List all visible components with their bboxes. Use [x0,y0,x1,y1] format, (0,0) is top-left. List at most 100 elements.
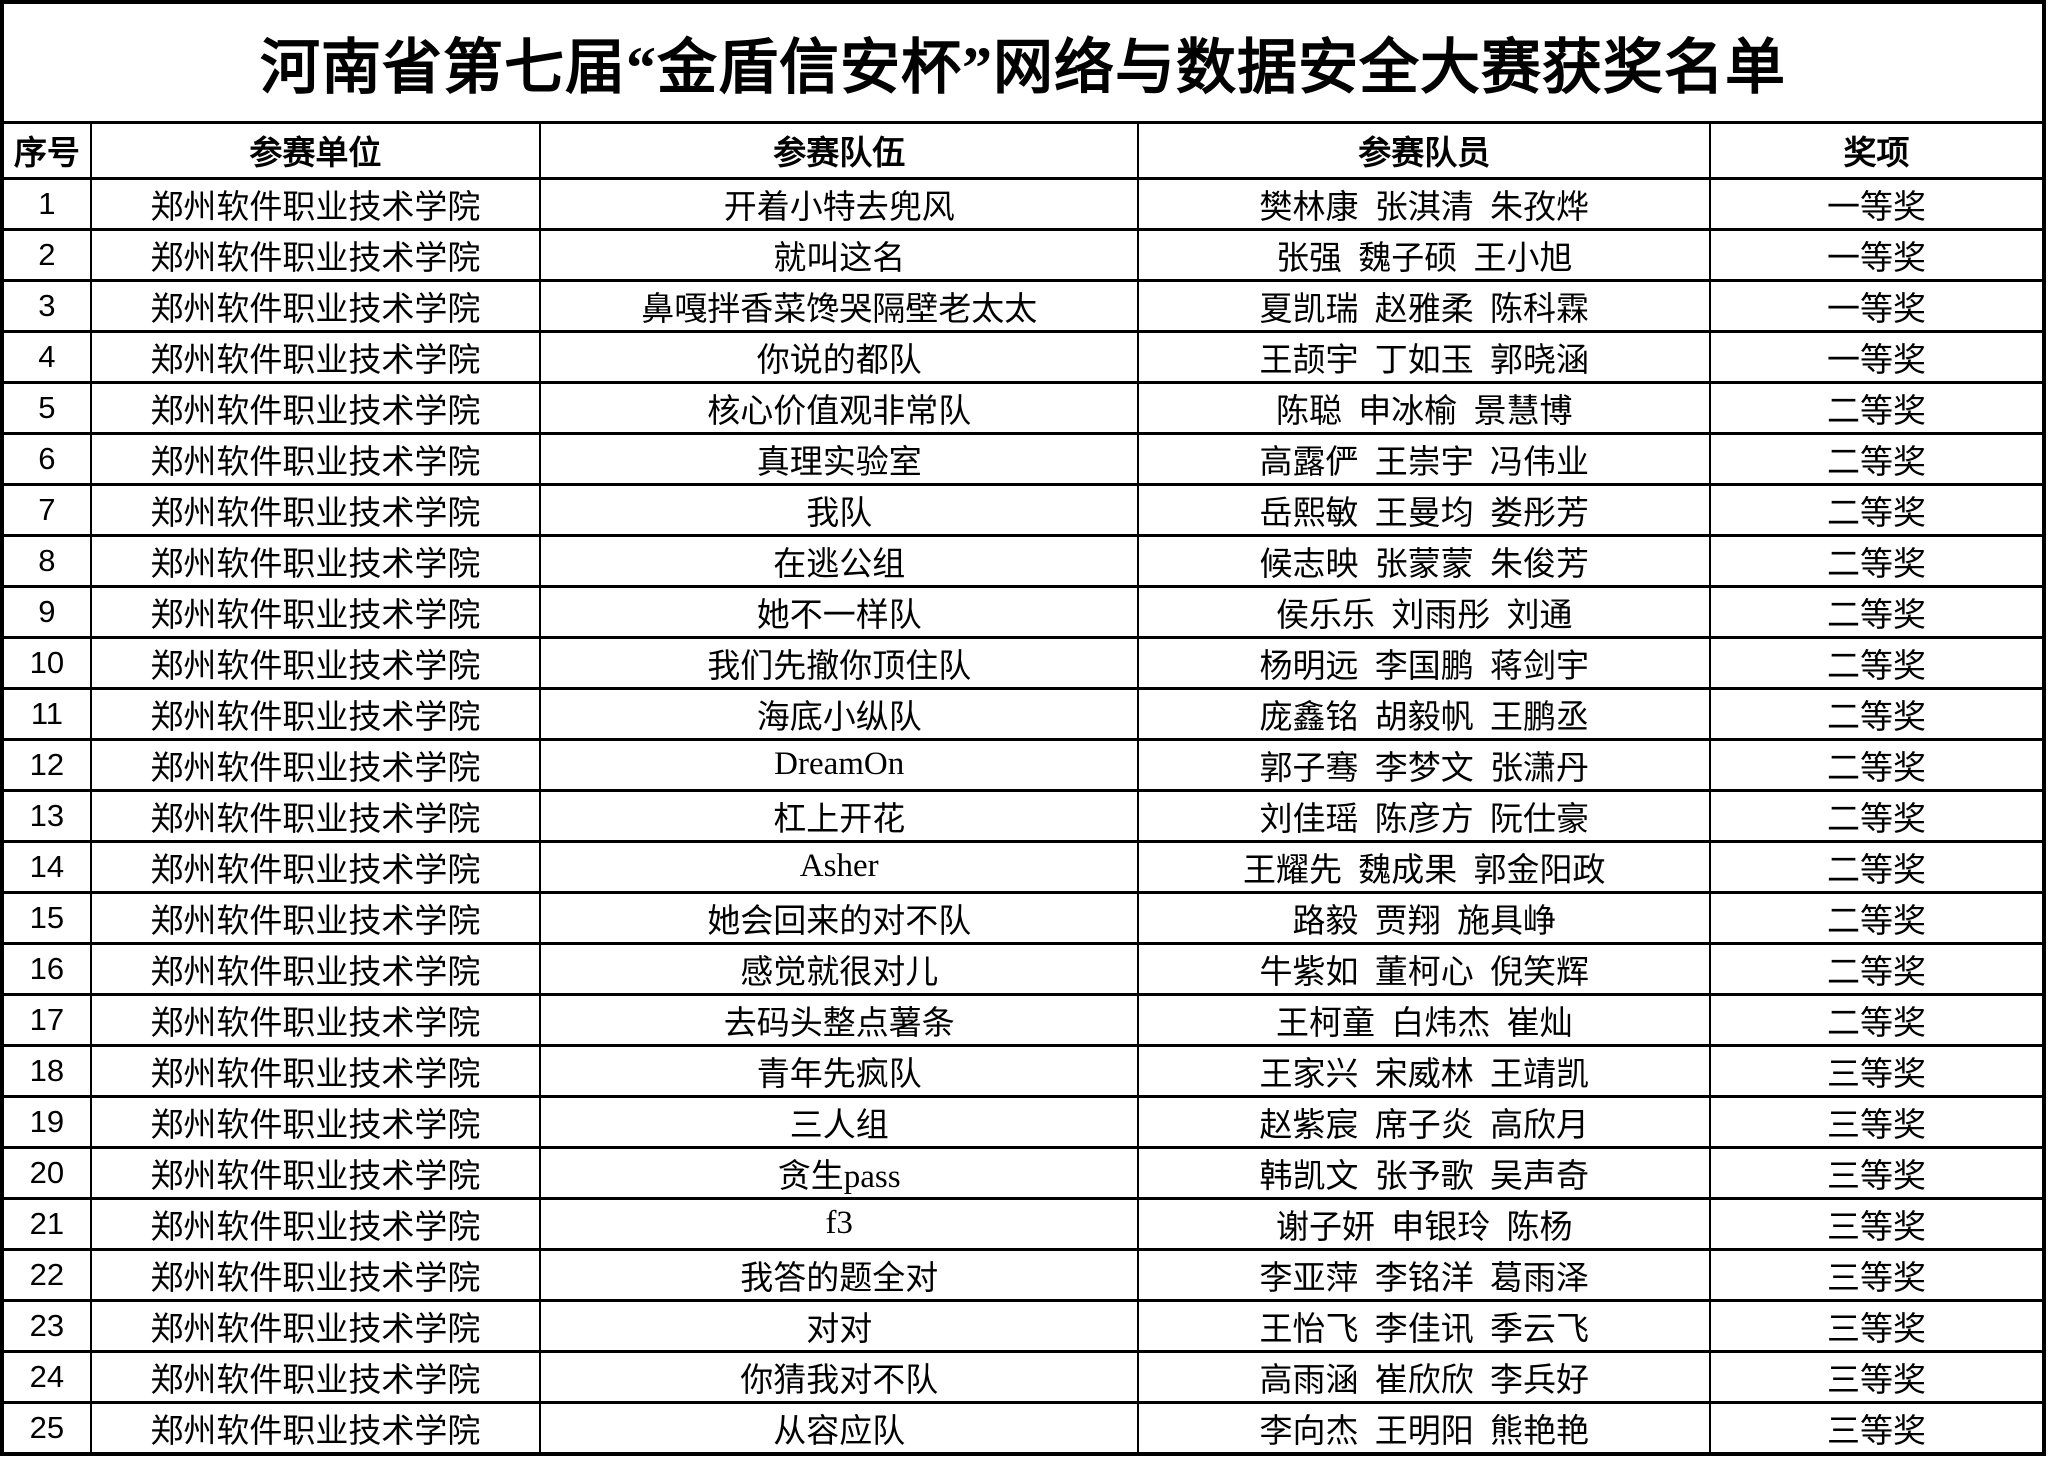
cell-team: 贪生pass [539,1145,1140,1200]
cell-award: 三等奖 [1709,1247,2045,1302]
table-row: 7 郑州软件职业技术学院 我队 岳熙敏 王曼均 娄彤芳 二等奖 [1,482,2045,537]
cell-no: 12 [1,737,92,792]
table-row: 16 郑州软件职业技术学院 感觉就很对儿 牛紫如 董柯心 倪笑辉 二等奖 [1,941,2045,996]
title-row: 河南省第七届“金盾信安杯”网络与数据安全大赛获奖名单 [1,0,2045,124]
cell-no: 21 [1,1196,92,1251]
cell-members: 刘佳瑶 陈彦方 阮仕豪 [1137,788,1712,843]
table-row: 13 郑州软件职业技术学院 杠上开花 刘佳瑶 陈彦方 阮仕豪 二等奖 [1,788,2045,843]
table-row: 6 郑州软件职业技术学院 真理实验室 高露俨 王崇宇 冯伟业 二等奖 [1,431,2045,486]
cell-members: 郭子骞 李梦文 张潇丹 [1137,737,1712,792]
cell-unit: 郑州软件职业技术学院 [89,1145,542,1200]
cell-unit: 郑州软件职业技术学院 [89,227,542,282]
cell-unit: 郑州软件职业技术学院 [89,788,542,843]
cell-team: 感觉就很对儿 [539,941,1140,996]
cell-no: 5 [1,380,92,435]
table-row: 8 郑州软件职业技术学院 在逃公组 候志映 张蒙蒙 朱俊芳 二等奖 [1,533,2045,588]
cell-no: 17 [1,992,92,1047]
table-row: 20 郑州软件职业技术学院 贪生pass 韩凯文 张予歌 吴声奇 三等奖 [1,1145,2045,1200]
cell-no: 11 [1,686,92,741]
cell-no: 15 [1,890,92,945]
cell-unit: 郑州软件职业技术学院 [89,329,542,384]
table-row: 3 郑州软件职业技术学院 鼻嘎拌香菜馋哭隔壁老太太 夏凯瑞 赵雅柔 陈科霖 一等奖 [1,278,2045,333]
cell-members: 侯乐乐 刘雨彤 刘通 [1137,584,1712,639]
cell-no: 14 [1,839,92,894]
cell-award: 三等奖 [1709,1196,2045,1251]
cell-unit: 郑州软件职业技术学院 [89,635,542,690]
cell-no: 8 [1,533,92,588]
table-body: 1 郑州软件职业技术学院 开着小特去兜风 樊林康 张淇清 朱孜烨 一等奖 2 郑州软件职业技… [1,176,2045,1455]
table-row: 11 郑州软件职业技术学院 海底小纵队 庞鑫铭 胡毅帆 王鹏丞 二等奖 [1,686,2045,741]
cell-team: 真理实验室 [539,431,1140,486]
table-row: 12 郑州软件职业技术学院 DreamOn 郭子骞 李梦文 张潇丹 二等奖 [1,737,2045,792]
cell-team: 去码头整点薯条 [539,992,1140,1047]
table-row: 14 郑州软件职业技术学院 Asher 王耀先 魏成果 郭金阳政 二等奖 [1,839,2045,894]
cell-team: DreamOn [539,737,1140,792]
table-row: 18 郑州软件职业技术学院 青年先疯队 王家兴 宋威林 王靖凯 三等奖 [1,1043,2045,1098]
cell-no: 1 [1,176,92,231]
cell-unit: 郑州软件职业技术学院 [89,1043,542,1098]
cell-award: 二等奖 [1709,431,2045,486]
cell-members: 王家兴 宋威林 王靖凯 [1137,1043,1712,1098]
cell-team: 在逃公组 [539,533,1140,588]
cell-team: 我队 [539,482,1140,537]
column-header-members: 参赛队员 [1137,120,1712,180]
cell-team: 从容应队 [539,1400,1140,1455]
cell-members: 赵紫宸 席子炎 高欣月 [1137,1094,1712,1149]
cell-team: 杠上开花 [539,788,1140,843]
cell-team: Asher [539,839,1140,894]
cell-award: 二等奖 [1709,992,2045,1047]
cell-no: 25 [1,1400,92,1455]
cell-unit: 郑州软件职业技术学院 [89,890,542,945]
cell-team: 对对 [539,1298,1140,1353]
cell-award: 三等奖 [1709,1349,2045,1404]
cell-unit: 郑州软件职业技术学院 [89,737,542,792]
cell-members: 牛紫如 董柯心 倪笑辉 [1137,941,1712,996]
cell-unit: 郑州软件职业技术学院 [89,686,542,741]
cell-unit: 郑州软件职业技术学院 [89,839,542,894]
cell-award: 二等奖 [1709,584,2045,639]
cell-members: 庞鑫铭 胡毅帆 王鹏丞 [1137,686,1712,741]
cell-team: 我们先撤你顶住队 [539,635,1140,690]
cell-members: 高露俨 王崇宇 冯伟业 [1137,431,1712,486]
cell-award: 二等奖 [1709,941,2045,996]
cell-team: 你猜我对不队 [539,1349,1140,1404]
cell-award: 一等奖 [1709,227,2045,282]
page-title: 河南省第七届“金盾信安杯”网络与数据安全大赛获奖名单 [1,0,2045,124]
cell-team: 三人组 [539,1094,1140,1149]
cell-unit: 郑州软件职业技术学院 [89,533,542,588]
cell-no: 23 [1,1298,92,1353]
cell-no: 19 [1,1094,92,1149]
cell-unit: 郑州软件职业技术学院 [89,1196,542,1251]
cell-no: 6 [1,431,92,486]
cell-team: 就叫这名 [539,227,1140,282]
cell-members: 夏凯瑞 赵雅柔 陈科霖 [1137,278,1712,333]
cell-unit: 郑州软件职业技术学院 [89,584,542,639]
cell-members: 候志映 张蒙蒙 朱俊芳 [1137,533,1712,588]
cell-award: 三等奖 [1709,1043,2045,1098]
cell-award: 二等奖 [1709,788,2045,843]
cell-unit: 郑州软件职业技术学院 [89,992,542,1047]
cell-no: 2 [1,227,92,282]
cell-team: 她不一样队 [539,584,1140,639]
table-row: 9 郑州软件职业技术学院 她不一样队 侯乐乐 刘雨彤 刘通 二等奖 [1,584,2045,639]
cell-team: 海底小纵队 [539,686,1140,741]
cell-no: 24 [1,1349,92,1404]
cell-award: 三等奖 [1709,1145,2045,1200]
cell-members: 张强 魏子硕 王小旭 [1137,227,1712,282]
cell-award: 二等奖 [1709,686,2045,741]
column-header-award: 奖项 [1709,120,2045,180]
cell-members: 王怡飞 李佳讯 季云飞 [1137,1298,1712,1353]
cell-award: 三等奖 [1709,1400,2045,1455]
column-header-unit: 参赛单位 [89,120,542,180]
cell-members: 高雨涵 崔欣欣 李兵好 [1137,1349,1712,1404]
cell-members: 陈聪 申冰榆 景慧博 [1137,380,1712,435]
cell-members: 王耀先 魏成果 郭金阳政 [1137,839,1712,894]
table-row: 17 郑州软件职业技术学院 去码头整点薯条 王柯童 白炜杰 崔灿 二等奖 [1,992,2045,1047]
table-row: 5 郑州软件职业技术学院 核心价值观非常队 陈聪 申冰榆 景慧博 二等奖 [1,380,2045,435]
cell-no: 10 [1,635,92,690]
cell-award: 一等奖 [1709,278,2045,333]
table-row: 24 郑州软件职业技术学院 你猜我对不队 高雨涵 崔欣欣 李兵好 三等奖 [1,1349,2045,1404]
cell-no: 9 [1,584,92,639]
